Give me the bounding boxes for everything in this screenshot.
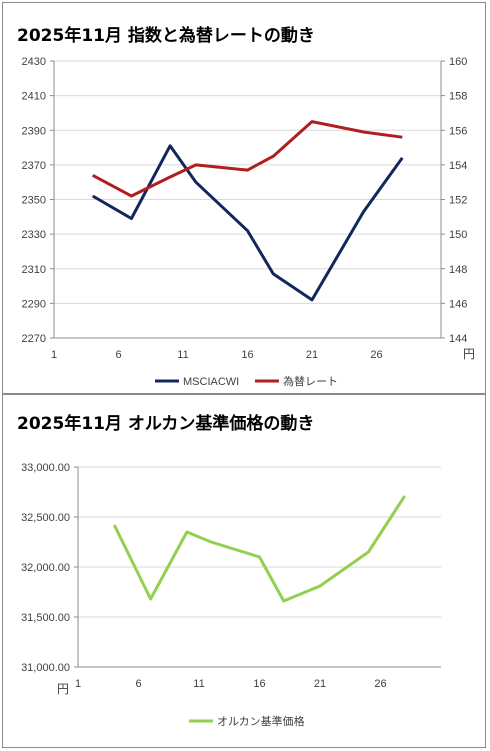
x-tick-label: 11 [177,349,188,361]
chart-title: 2025年11月 オルカン基準価格の動き [17,414,315,434]
y-tick-label: 33,000.00 [21,462,70,474]
y-tick-label: 2270 [22,333,46,345]
x-axis-unit: 円 [463,347,475,361]
x-tick-label: 6 [135,678,141,690]
y-tick-label: 2430 [22,56,46,68]
chart-panel-orcan: 2025年11月 オルカン基準価格の動き 31,000.00 31,500.00 3… [2,394,486,748]
y-tick-label: 31,000.00 [21,662,70,674]
x-tick-label: 16 [253,678,265,690]
y-tick-label: 2310 [22,264,46,276]
legend-label: MSCIACWI [183,376,239,388]
y2-tick-label: 158 [449,91,467,103]
y-tick-label: 2350 [22,195,46,207]
series-line-1 [112,495,406,603]
y2-tick-label: 148 [449,264,467,276]
legend-label: 為替レート [283,374,338,388]
y2-tick-label: 154 [449,160,467,172]
index-fx-chart: 2270 2290 2310 2330 2350 2370 2390 2410 2430 144 1… [22,56,475,388]
y-tick-label: 32,500.00 [21,512,70,524]
y-tick-label: 2290 [22,298,46,310]
series-line-1 [91,144,404,302]
x-tick-label: 11 [193,678,204,690]
x-tick-label: 16 [241,349,253,361]
chart-panel-index-fx: 2025年11月 指数と為替レートの動き 2270 2290 2310 2330 235… [2,2,486,394]
y2-tick-label: 144 [449,333,467,345]
x-tick-label: 26 [374,678,386,690]
x-tick-label: 1 [75,678,81,690]
y-tick-label: 2410 [22,91,46,103]
y-tick-label: 2390 [22,125,46,137]
x-tick-label: 1 [51,349,57,361]
y2-tick-label: 156 [449,125,467,137]
y2-tick-label: 160 [449,56,467,68]
series-line-2 [91,120,403,198]
x-tick-label: 26 [370,349,382,361]
y-axis-unit: 円 [57,682,69,696]
y-tick-label: 31,500.00 [21,612,70,624]
x-tick-label: 6 [115,349,121,361]
orcan-chart: 31,000.00 31,500.00 32,000.00 32,500.00 33,0… [21,462,441,728]
x-tick-label: 21 [306,349,318,361]
y-tick-label: 32,000.00 [21,562,70,574]
y2-tick-label: 152 [449,195,467,207]
y-tick-label: 2370 [22,160,46,172]
y2-tick-label: 150 [449,229,467,241]
legend-label: オルカン基準価格 [217,714,305,728]
y2-tick-label: 146 [449,298,467,310]
y-tick-label: 2330 [22,229,46,241]
x-tick-label: 21 [314,678,326,690]
chart-title: 2025年11月 指数と為替レートの動き [17,26,315,46]
